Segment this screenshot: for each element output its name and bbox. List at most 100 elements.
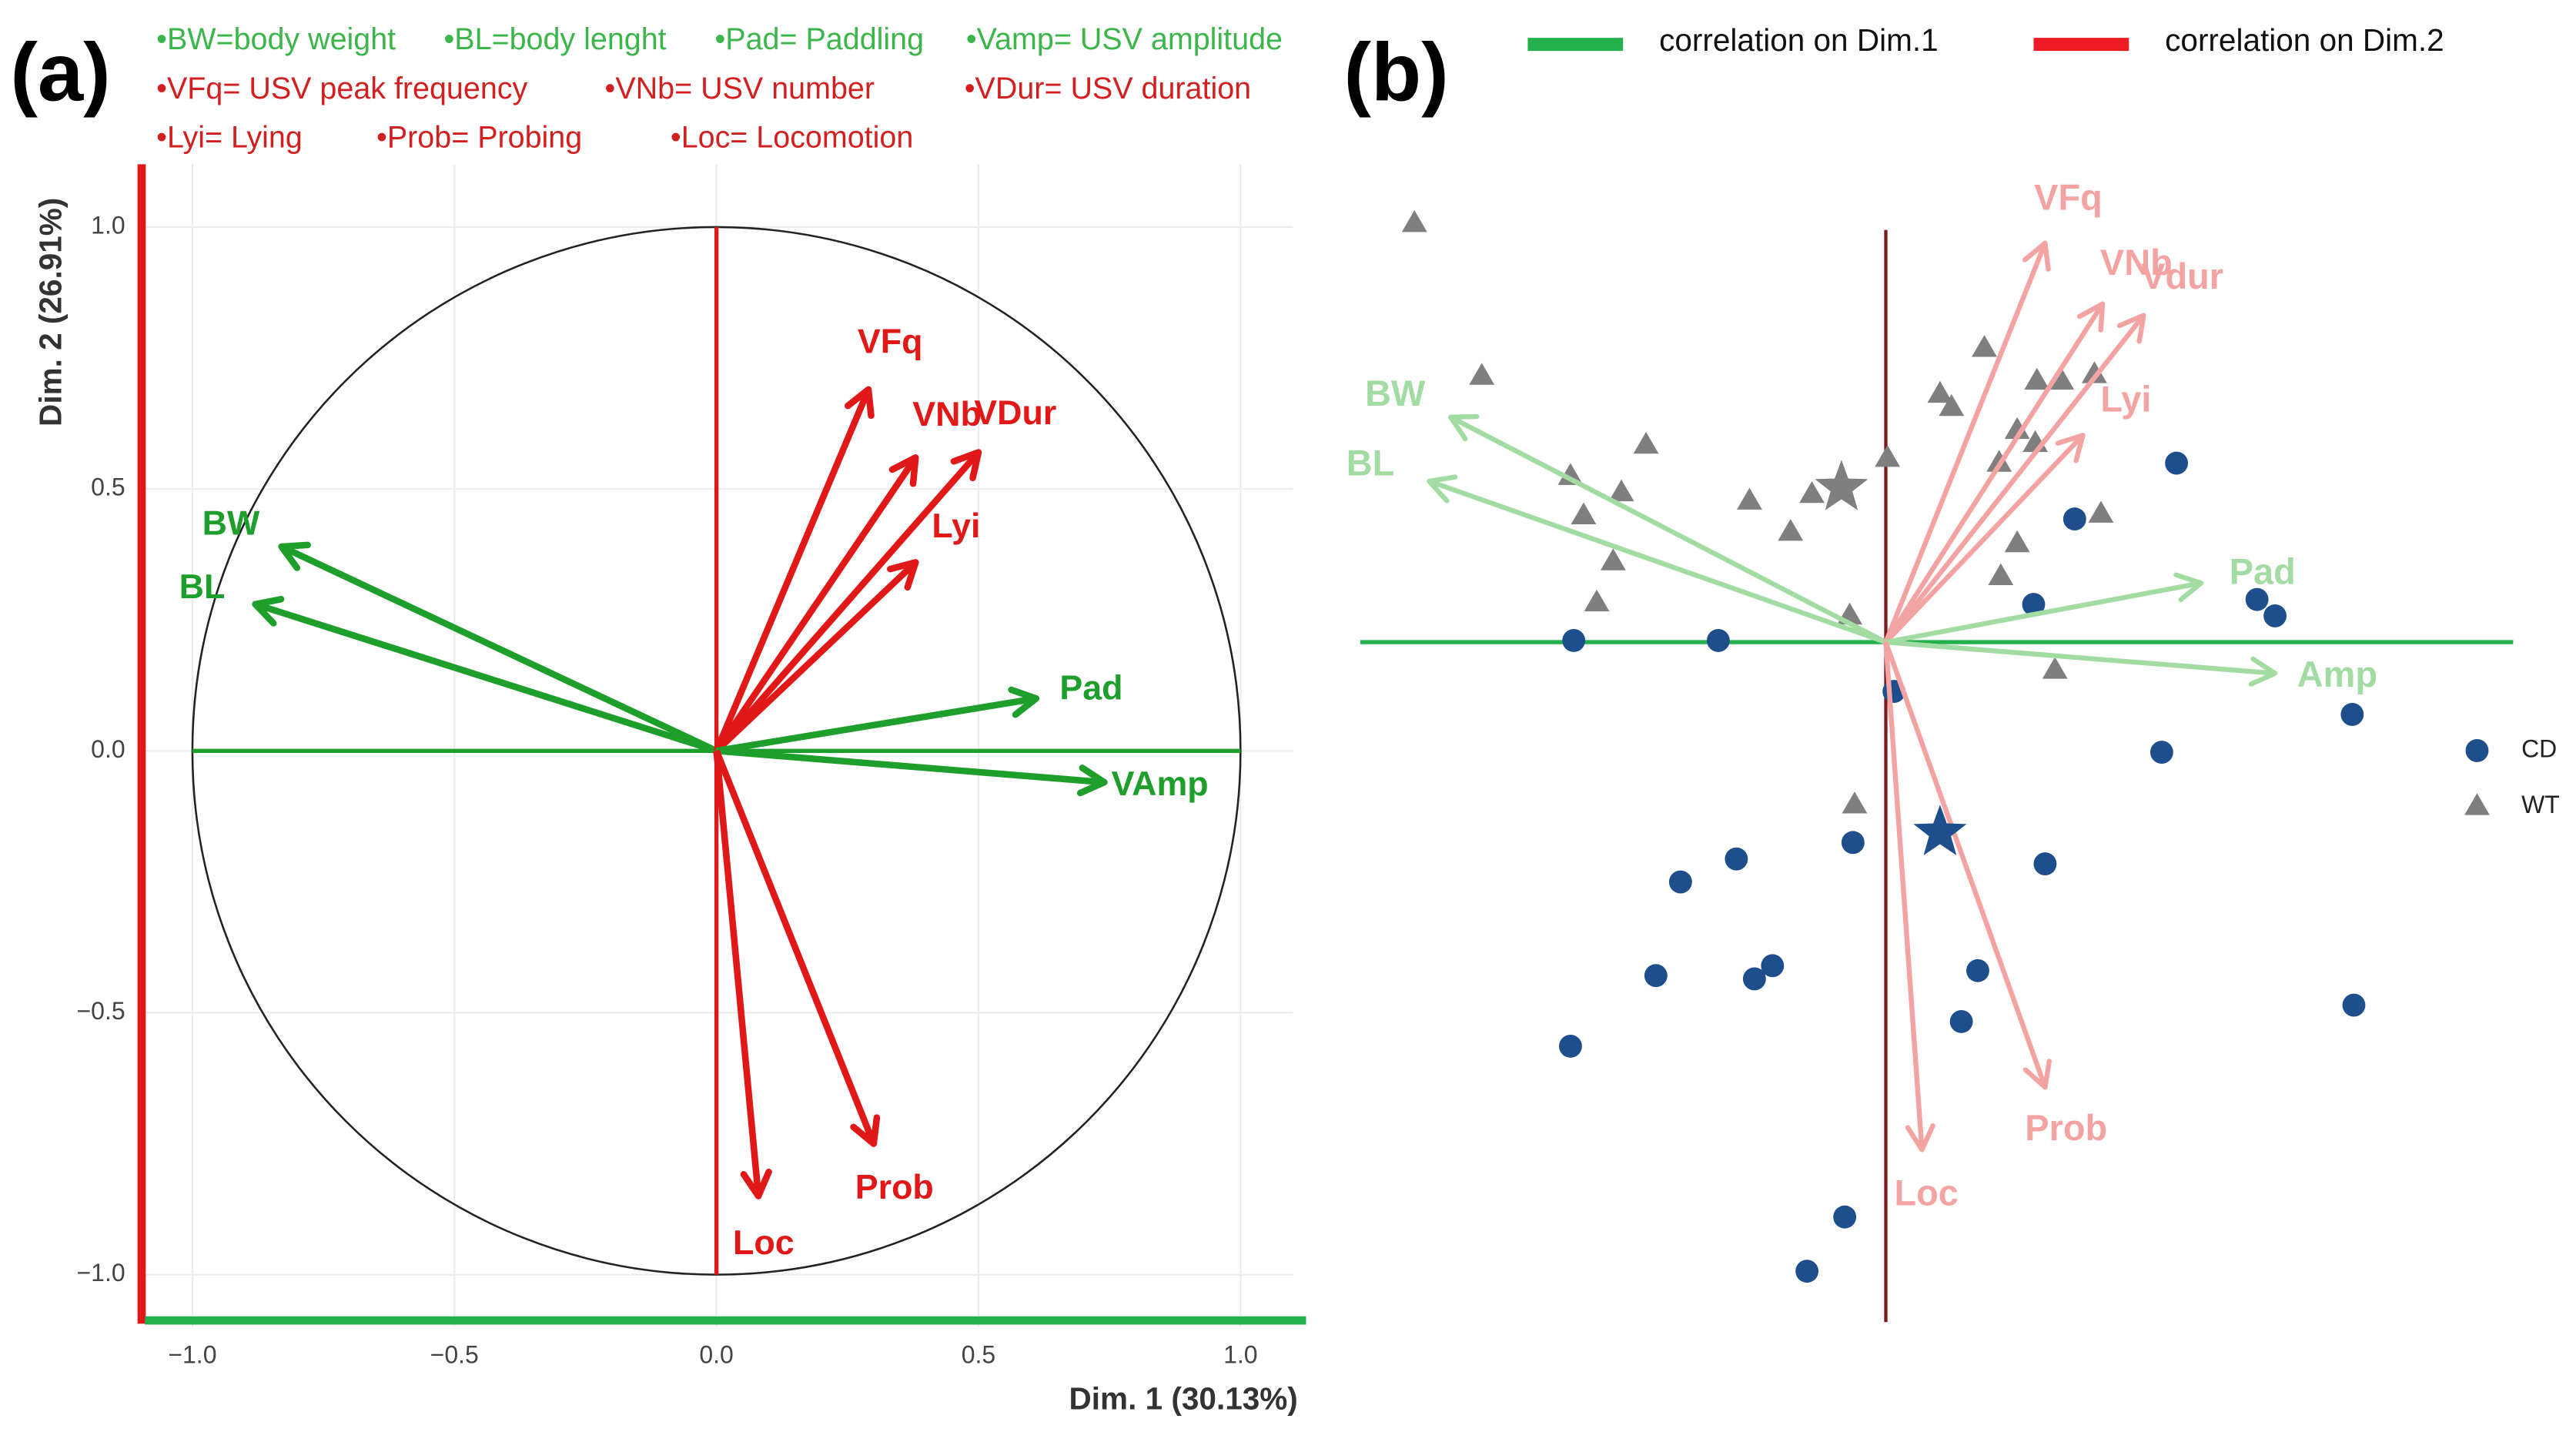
- arrow-head: [2248, 656, 2278, 687]
- loading-arrow: [1883, 641, 2048, 1089]
- point: [2062, 507, 2086, 531]
- panel-label: (b): [1344, 26, 1449, 119]
- variable-label: BL: [179, 567, 226, 606]
- legend-label: WT: [2521, 791, 2560, 818]
- variable-label: Pad: [1059, 669, 1122, 708]
- point: [1833, 1205, 1857, 1229]
- x-tick-label: 0.0: [699, 1341, 733, 1369]
- arrow-head: [1427, 474, 1458, 504]
- arrow-head: [1447, 413, 1480, 442]
- point: [1668, 870, 1692, 894]
- variable-label: VAmp: [1112, 764, 1209, 803]
- point: [1875, 445, 1901, 467]
- point: [1799, 480, 1825, 504]
- point: [1742, 967, 1766, 991]
- point: [2082, 361, 2107, 383]
- point: [2004, 417, 2030, 440]
- arrow-head: [1076, 764, 1108, 797]
- variable-label: VNb: [2100, 243, 2173, 283]
- arrow-head: [950, 449, 982, 482]
- point: [2149, 741, 2173, 764]
- variable-label: Amp: [2297, 654, 2377, 694]
- point: [1571, 502, 1597, 525]
- loading-arrow: [716, 748, 1105, 786]
- point: [2263, 604, 2287, 627]
- point: [1469, 363, 1495, 385]
- variable-label: VDur: [974, 393, 1056, 432]
- point: [1972, 335, 1997, 357]
- loading-arrow: [1449, 415, 1887, 644]
- variable-label: VNb: [912, 395, 982, 433]
- legend-note: •BL=body lenght: [444, 22, 667, 56]
- arrow-head: [740, 1168, 772, 1199]
- x-tick-label: −0.5: [430, 1341, 479, 1369]
- loading-arrow: [1884, 433, 2085, 644]
- point: [2024, 367, 2050, 390]
- point: [2245, 587, 2269, 611]
- arrow-head: [1905, 1123, 1935, 1153]
- loading-arrow: [713, 750, 762, 1196]
- legend-label: correlation on Dim.2: [2165, 22, 2444, 58]
- point: [2033, 852, 2057, 876]
- point: [2340, 703, 2364, 726]
- legend-note: •Pad= Paddling: [714, 22, 924, 56]
- arrow-head: [252, 596, 285, 627]
- variable-label: Lyi: [2100, 379, 2151, 419]
- legend-swatch: [2465, 738, 2489, 762]
- point: [1966, 959, 1989, 982]
- arrow-head: [2116, 313, 2146, 344]
- variable-label: BW: [1365, 373, 1426, 413]
- loading-arrow: [1883, 641, 1925, 1150]
- arrow-head: [888, 454, 919, 487]
- point: [2342, 993, 2366, 1017]
- y-tick-label: 0.0: [91, 735, 125, 763]
- point: [1558, 1034, 1582, 1058]
- variable-label: Loc: [1894, 1173, 1958, 1213]
- arrow-head: [845, 386, 875, 420]
- variable-label: Pad: [2230, 552, 2296, 592]
- legend-note: •Prob= Probing: [376, 121, 582, 155]
- loading-arrow: [714, 450, 982, 754]
- loading-arrow: [1883, 313, 2146, 644]
- variable-label: Loc: [733, 1223, 795, 1262]
- arrow-head: [278, 541, 311, 571]
- arrow-head: [2055, 433, 2086, 463]
- centroid-star: [1913, 805, 1967, 855]
- loading-arrow: [1883, 302, 2105, 644]
- arrow-head: [1008, 686, 1040, 718]
- arrow-head: [2173, 572, 2204, 603]
- loading-arrow: [279, 544, 718, 754]
- loading-arrow: [713, 388, 871, 752]
- point: [1608, 479, 1634, 502]
- variable-label: VFq: [858, 323, 923, 361]
- variable-label: Vdur: [2141, 256, 2223, 296]
- point: [2088, 500, 2114, 523]
- legend-note: •VFq= USV peak frequency: [156, 72, 527, 105]
- point: [1761, 954, 1785, 978]
- point: [1584, 589, 1610, 612]
- legend-note: •Vamp= USV amplitude: [966, 22, 1283, 56]
- point: [1600, 548, 1626, 570]
- variable-label: VFq: [2034, 178, 2103, 218]
- point: [1842, 791, 1868, 814]
- point: [1795, 1260, 1819, 1283]
- point: [1841, 831, 1865, 855]
- arrow-head: [887, 559, 919, 591]
- variable-label: Prob: [2025, 1108, 2107, 1148]
- variable-label: Prob: [855, 1168, 934, 1206]
- point: [1401, 209, 1427, 233]
- point: [2165, 451, 2189, 475]
- point: [2042, 657, 2068, 679]
- point: [1939, 393, 1965, 417]
- loading-arrow: [714, 560, 918, 754]
- point: [2004, 530, 2030, 553]
- point: [1778, 519, 1804, 541]
- legend-note: •Loc= Locomotion: [671, 121, 913, 155]
- legend-note: •Lyi= Lying: [156, 121, 303, 155]
- panel-label: (a): [10, 26, 110, 119]
- legend-label: CD: [2521, 734, 2557, 762]
- y-axis-label: Dim. 2 (26.91%): [32, 198, 68, 427]
- legend-note: •VNb= USV number: [605, 72, 875, 105]
